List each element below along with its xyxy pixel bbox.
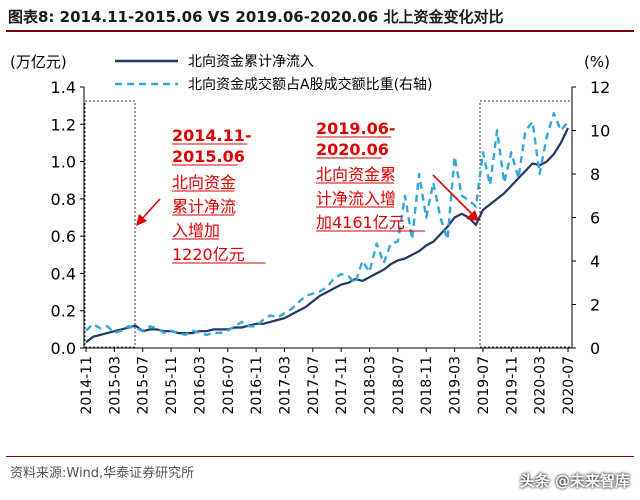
series-layer [85,111,569,344]
left-axis-unit: (万亿元) [10,53,67,71]
right-tick-label: 10 [590,122,610,141]
left-tick-label: 0.4 [51,264,76,283]
axes: 0.0 0.2 0.4 0.6 0.8 1.0 1.2 1.4 0 2 4 6 8 10 12 (万亿元) (%… [10,53,610,415]
right-tick-label: 6 [590,209,600,228]
annotation-text: 北向资金 [172,173,236,192]
legend-label: 北向资金成交额占A股成交额比重(右轴) [188,76,433,93]
right-tick-label: 2 [590,296,600,315]
x-tick-label: 2019-03 [448,356,464,415]
left-tick-label: 1.2 [51,115,76,134]
annotation-text: 北向资金累 [316,165,396,184]
annotation-text: 累计净流 [172,197,236,216]
x-tick-label: 2016-11 [249,356,265,415]
x-tick-label: 2020-03 [533,356,549,415]
annotation-text: 计净流入增 [316,189,396,208]
right-axis-unit: (%) [584,53,610,71]
x-tick-label: 2016-03 [192,356,208,415]
x-tick-label: 2019-11 [504,356,520,415]
x-tick-label: 2015-07 [136,356,152,415]
left-tick-label: 0.6 [51,227,76,246]
right-tick-label: 4 [590,252,600,271]
annotation-text: 2020.06 [316,140,389,159]
watermark: 头条 @未来智库 [519,472,630,490]
highlight-box-2019 [479,100,573,348]
x-tick-label: 2018-03 [363,356,379,415]
figure-title: 图表8: 2014.11-2015.06 VS 2019.06-2020.06 … [8,8,504,26]
x-tick-label: 2018-07 [391,356,407,415]
title-divider [6,30,634,32]
left-tick-label: 1.0 [51,153,76,172]
x-tick-label: 2015-11 [164,356,180,415]
annotation-text: 2019.06- [316,119,396,138]
right-tick-label: 8 [590,165,600,184]
left-tick-label: 1.4 [51,78,76,97]
left-tick-label: 0.8 [51,190,76,209]
x-tick-label: 2019-07 [476,356,492,415]
x-tick-label: 2015-03 [107,356,123,415]
right-tick-label: 0 [590,339,600,358]
legend-label: 北向资金累计净流入 [188,54,314,70]
annotation-text: 2015.06 [172,147,245,166]
right-tick-label: 12 [590,78,610,97]
annotation-arrow-right [432,174,474,216]
annotation-text: 入增加 [172,221,220,240]
annotation-arrow-left [139,198,161,222]
annotation-text: 1220亿元 [172,245,245,264]
x-tick-label: 2016-07 [221,356,237,415]
left-tick-label: 0.2 [51,302,76,321]
source-note: 资料来源:Wind,华泰证券研究所 [10,466,195,481]
annotation-text: 加4161亿元 [316,213,405,232]
highlight-box-2014 [84,100,136,348]
x-tick-label: 2017-11 [334,356,350,415]
highlight-boxes [84,100,573,348]
x-tick-label: 2017-07 [306,356,322,415]
x-tick-label: 2017-03 [277,356,293,415]
annotation-arrowhead-right [466,210,479,221]
x-tick-label: 2018-11 [419,356,435,415]
annotation-text: 2014.11- [172,126,252,145]
series-line-cumulative-inflow [85,127,569,344]
annotation-arrowhead-left [136,214,147,226]
x-tick-label: 2020-07 [561,356,577,415]
left-tick-label: 0.0 [51,339,76,358]
x-tick-label: 2014-11 [79,356,95,415]
source-divider [6,456,634,457]
